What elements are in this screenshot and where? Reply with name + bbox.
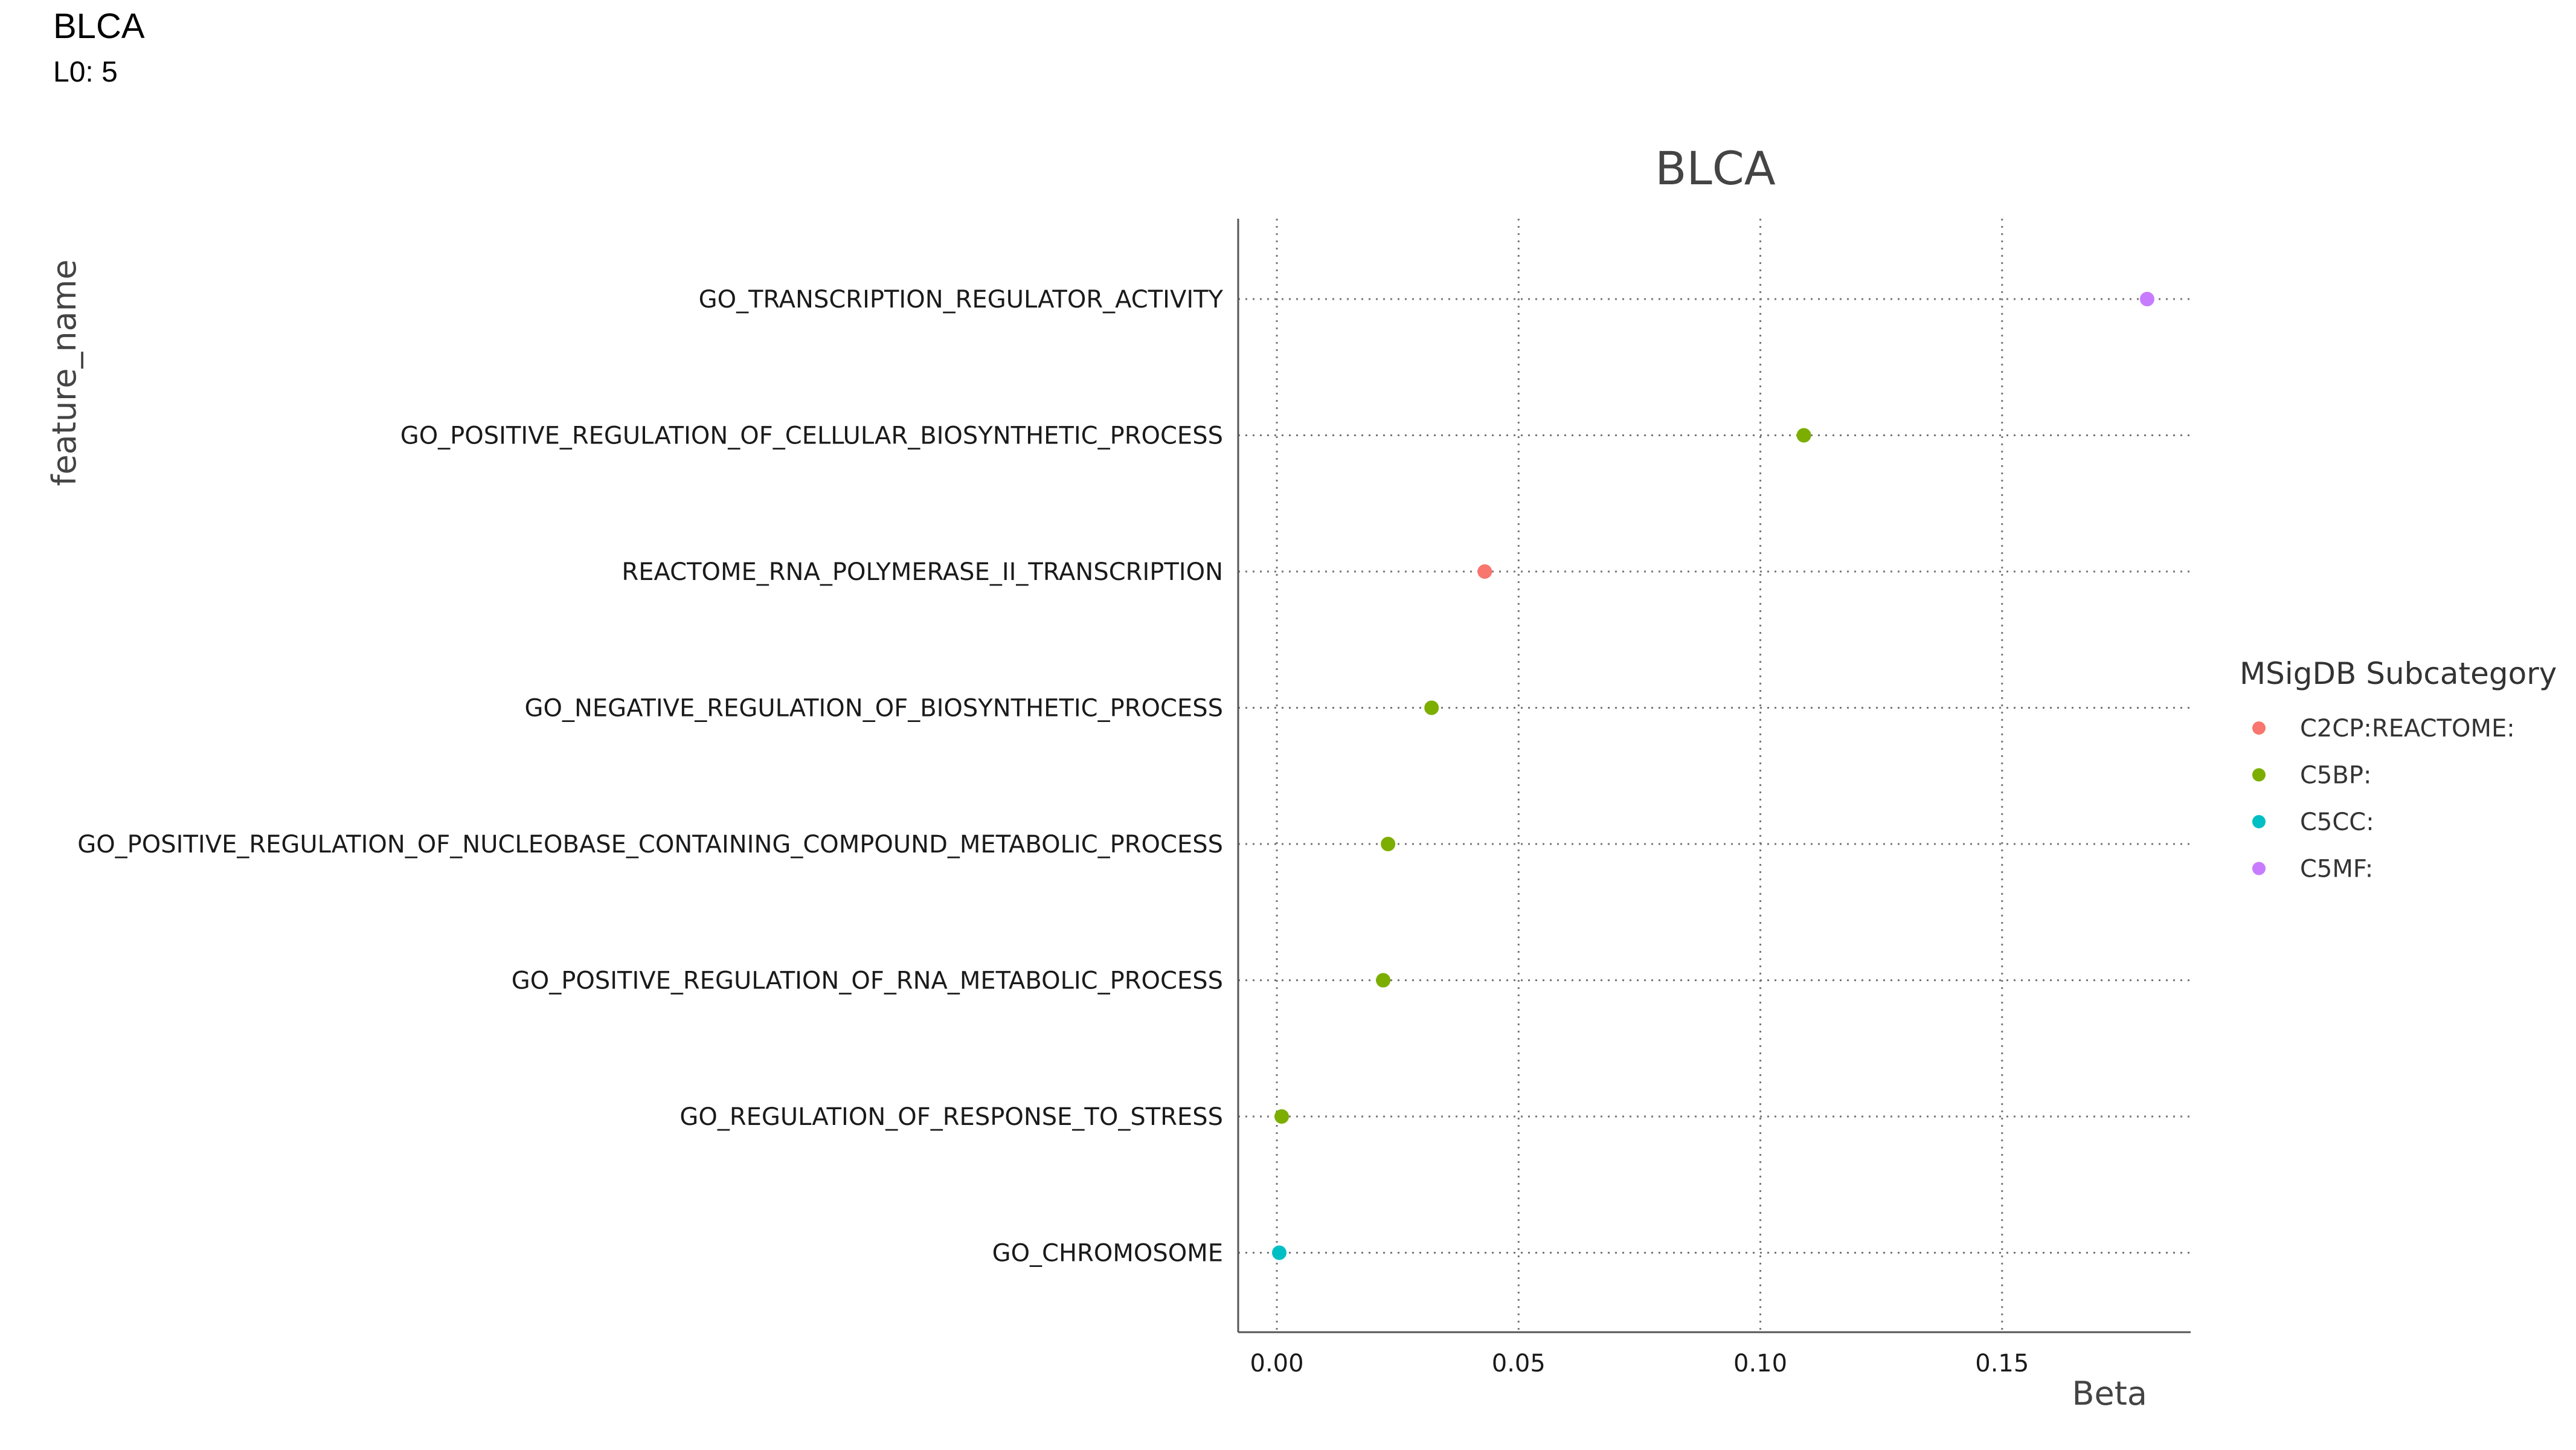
data-point — [1796, 428, 1811, 443]
chart-title: BLCA — [1655, 141, 1776, 195]
data-point — [1477, 564, 1492, 579]
x-tick-label: 0.00 — [1250, 1350, 1304, 1378]
y-tick-label: GO_REGULATION_OF_RESPONSE_TO_STRESS — [679, 1103, 1223, 1131]
page-title: BLCA — [53, 7, 145, 46]
page-subtitle: L0: 5 — [53, 56, 118, 88]
data-points — [1272, 292, 2154, 1260]
y-tick-label: GO_POSITIVE_REGULATION_OF_RNA_METABOLIC_… — [512, 967, 1223, 995]
legend-key — [2252, 862, 2266, 875]
data-point — [1376, 973, 1391, 988]
y-tick-label: GO_NEGATIVE_REGULATION_OF_BIOSYNTHETIC_P… — [524, 695, 1223, 723]
y-tick-label: REACTOME_RNA_POLYMERASE_II_TRANSCRIPTION — [622, 558, 1223, 586]
y-tick-label: GO_TRANSCRIPTION_REGULATOR_ACTIVITY — [699, 286, 1224, 314]
data-point — [2139, 292, 2154, 306]
x-tick-label: 0.05 — [1492, 1350, 1546, 1378]
legend-key — [2252, 721, 2266, 735]
y-tick-label: GO_CHROMOSOME — [992, 1240, 1223, 1268]
data-point — [1424, 700, 1439, 715]
legend-label: C5MF: — [2300, 856, 2373, 883]
legend: MSigDB Subcategory C2CP:REACTOME: C5BP: C5… — [2240, 656, 2557, 883]
y-tick-label: GO_POSITIVE_REGULATION_OF_CELLULAR_BIOSY… — [400, 422, 1223, 450]
y-tick-label: GO_POSITIVE_REGULATION_OF_NUCLEOBASE_CON… — [77, 831, 1223, 859]
legend-title: MSigDB Subcategory — [2240, 656, 2557, 691]
data-point — [1274, 1109, 1290, 1124]
y-axis-title: feature_name — [45, 259, 83, 486]
data-point — [1272, 1245, 1287, 1260]
y-tick-labels: GO_TRANSCRIPTION_REGULATOR_ACTIVITY GO_PO… — [77, 286, 1223, 1268]
legend-key — [2252, 815, 2266, 828]
legend-key — [2252, 768, 2266, 782]
x-tick-label: 0.15 — [1975, 1350, 2029, 1378]
x-tick-labels: 0.00 0.05 0.10 0.15 — [1250, 1350, 2029, 1378]
x-axis-title: Beta — [2072, 1374, 2147, 1413]
legend-label: C5BP: — [2300, 762, 2371, 790]
legend-label: C5CC: — [2300, 808, 2374, 836]
x-gridlines — [1276, 219, 2003, 1332]
x-tick-label: 0.10 — [1733, 1350, 1787, 1378]
y-gridlines — [1238, 298, 2191, 1254]
data-point — [1381, 837, 1396, 851]
legend-label: C2CP:REACTOME: — [2300, 715, 2515, 743]
